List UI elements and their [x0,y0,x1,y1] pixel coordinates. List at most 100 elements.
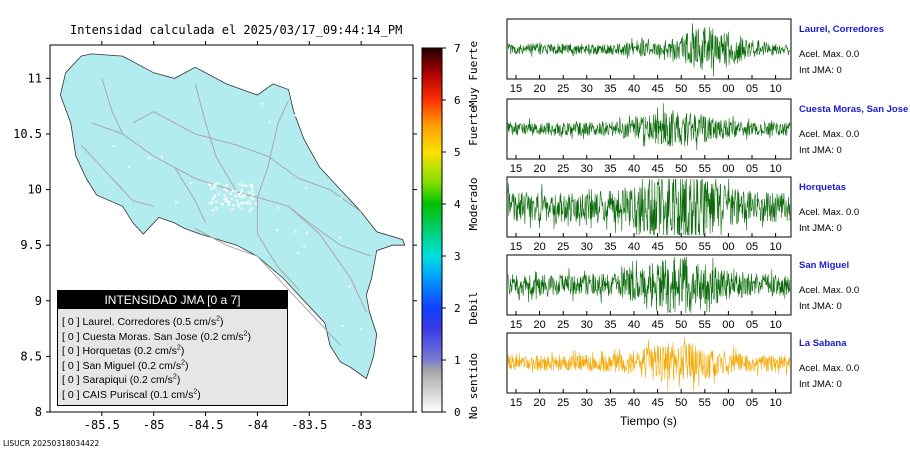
town-marker [225,189,228,192]
town-marker [248,191,251,194]
waveform-tick-label: 50 [675,319,687,331]
waveform-panel: 15 20 25 30 35 40 45 50 55 00 05 10 [506,98,792,175]
town-marker [304,187,307,190]
legend-row-value: (0.2 [137,359,156,372]
road-line [194,228,341,346]
town-marker [240,191,243,194]
waveform-tick-label: 30 [581,83,593,95]
town-marker [210,201,214,204]
legend-row-unit: cm/s [154,345,177,358]
town-marker [341,325,344,328]
town-marker [277,206,279,209]
town-marker [252,198,255,201]
town-marker [242,184,245,187]
town-marker [161,156,163,159]
station-int-jma: Int JMA: 0 [799,145,842,156]
town-marker [251,186,254,189]
town-marker [215,200,218,203]
station-acel-max: Acel. Max. 0.0 [799,49,860,60]
town-marker [239,183,242,186]
legend-row: [ 0 ] CAIS Puriscal (0.1 cm/s2) [62,388,201,401]
road-line [194,83,238,193]
town-marker [242,194,245,197]
legend-row-intensity: [ 0 ] [62,374,80,387]
legend-row-unit-exponent: 2 [193,388,198,396]
station-name: Horquetas [799,182,846,193]
town-marker [240,189,244,192]
waveform-tick-label: 00 [722,83,734,95]
colorbar-tick-label: 3 [454,250,461,263]
town-marker [213,186,216,189]
waveform-trace [507,177,791,236]
waveform-tick-label: 25 [557,83,569,95]
town-marker [246,202,249,205]
town-marker [172,276,175,279]
waveform-tick-label: 55 [699,83,711,95]
waveform-tick-label: 45 [651,163,663,175]
station-int-jma: Int JMA: 0 [799,301,842,312]
station-name: La Sabana [799,338,847,349]
waveform-tick-label: 25 [557,163,569,175]
waveform-tick-label: 25 [557,397,569,409]
town-marker [307,102,310,105]
waveform-tick-label: 05 [746,397,758,409]
town-marker [251,189,254,193]
colorbar-category-label: Fuerte [467,106,480,146]
legend-row: [ 0 ] Sarapiqui (0.2 cm/s2) [62,373,181,387]
waveform-tick-label: 40 [628,241,640,253]
waveform-tick-label: 30 [581,319,593,331]
town-marker [303,245,306,248]
town-marker [226,288,229,291]
station-acel-max: Acel. Max. 0.0 [799,207,860,218]
waveform-panel: 15 20 25 30 35 40 45 50 55 00 05 10 [506,18,792,95]
waveform-tick-label: 25 [557,241,569,253]
town-marker [339,197,342,200]
station-name: Laurel, Corredores [799,24,884,35]
road-line [101,78,124,135]
town-marker [231,189,234,193]
legend-row-station: Horquetas [82,345,131,358]
map-x-tick-label: -84.5 [188,418,224,432]
town-marker [223,194,226,197]
town-marker [305,231,308,234]
legend-row-value: (0.2 [133,345,152,358]
waveform-tick-label: 00 [722,319,734,331]
town-marker [128,165,131,168]
colorbar: 0 1 2 3 4 5 6 7 No sentido Debil Moderado FuerteMuy… [421,41,480,419]
town-marker [227,203,230,206]
waveform-tick-label: 55 [699,163,711,175]
legend-row-unit: cm/s [171,388,194,401]
station-name: San Miguel [799,260,850,271]
town-marker [189,182,192,185]
colorbar-tick-label: 7 [454,42,461,55]
town-marker [242,195,245,198]
waveform-tick-label: 45 [651,241,663,253]
road-line [256,100,289,198]
colorbar-tick-label: 0 [454,406,461,419]
town-marker [148,157,151,160]
colorbar-category-label: No sentido [467,353,480,419]
waveform-tick-label: 55 [699,241,711,253]
legend-row-value: (0.5 [172,316,191,328]
waveform-trace [507,23,791,77]
map-y-tick-label: 8.5 [20,349,42,363]
legend-row-value: (0.2 [129,374,148,387]
legend-row-intensity: [ 0 ] [62,316,80,328]
waveform-tick-label: 20 [533,163,545,175]
town-marker [297,252,300,255]
town-marker [216,182,220,185]
waveform-tick-label: 25 [557,319,569,331]
waveform-tick-label: 35 [604,83,616,95]
waveform-tick-label: 10 [769,319,781,331]
waveform-tick-label: 45 [651,83,663,95]
map-frame [49,44,414,413]
colorbar-category-label: Debil [467,291,480,324]
waveform-tick-label: 10 [769,241,781,253]
legend-row-station: Cuesta Moras. San Jose [82,330,198,343]
town-marker [237,183,241,186]
station-int-jma: Int JMA: 0 [799,379,842,390]
waveform-trace [507,103,791,151]
road-line [174,167,207,224]
road-line [91,122,367,313]
town-marker [213,195,216,198]
